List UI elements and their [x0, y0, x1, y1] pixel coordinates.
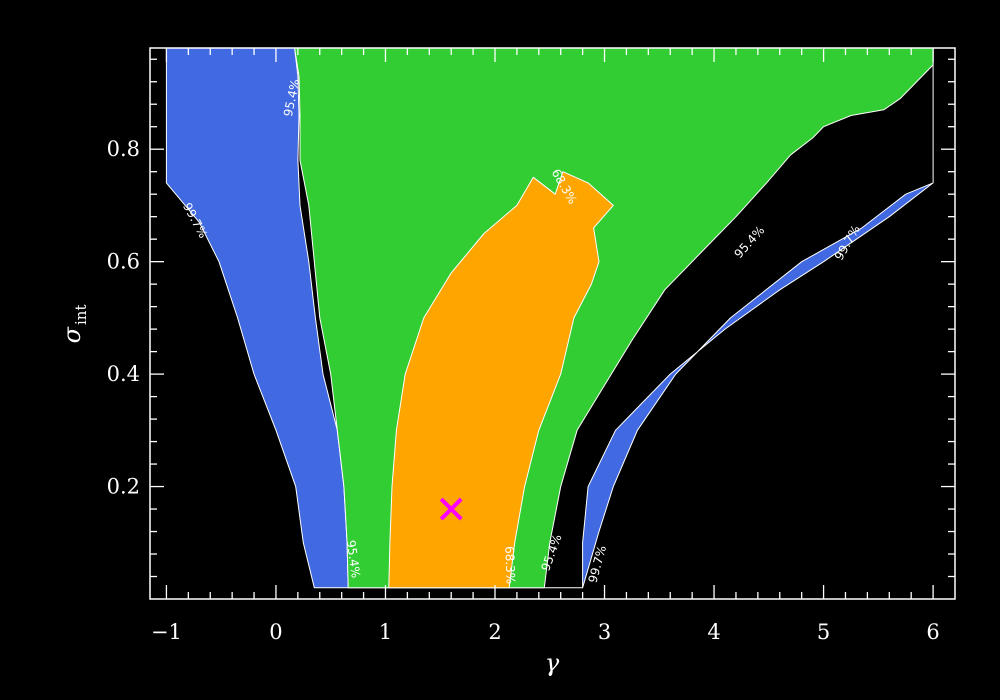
confidence-regions: [165, 47, 934, 589]
x-tick-label: 1: [379, 620, 392, 644]
x-tick-label: 6: [926, 620, 939, 644]
y-tick-label: 0.2: [107, 475, 140, 499]
x-tick-label: 0: [269, 620, 282, 644]
y-tick-label: 0.4: [107, 362, 140, 386]
x-tick-label: 2: [488, 620, 501, 644]
plot-frame: [149, 47, 956, 600]
y-tick-label: 0.6: [107, 250, 140, 274]
region-2: [388, 171, 614, 589]
y-tick-labels: 0.2 0.4 0.6 0.8: [107, 137, 140, 498]
y-tick-label: 0.8: [107, 137, 140, 161]
best-fit-marker: [439, 497, 463, 521]
y-axis-label-sub: int: [72, 305, 90, 326]
x-axis-label: γ: [545, 649, 560, 677]
contour-label-4: 68.3%: [502, 546, 517, 585]
x-tick-label: 4: [707, 620, 720, 644]
best-fit-stroke-2: [439, 497, 463, 521]
axis-ticks: [150, 48, 955, 599]
y-axis-label-main: σ: [58, 326, 86, 343]
contour-label-2: 95.4%: [344, 539, 363, 579]
x-tick-label: −1: [151, 620, 182, 644]
y-axis-label: σ int: [58, 305, 90, 344]
x-tick-labels: −1 0 1 2 3 4 5 6: [151, 620, 940, 644]
x-tick-label: 3: [598, 620, 611, 644]
region-0: [165, 47, 934, 589]
x-tick-label: 5: [817, 620, 830, 644]
